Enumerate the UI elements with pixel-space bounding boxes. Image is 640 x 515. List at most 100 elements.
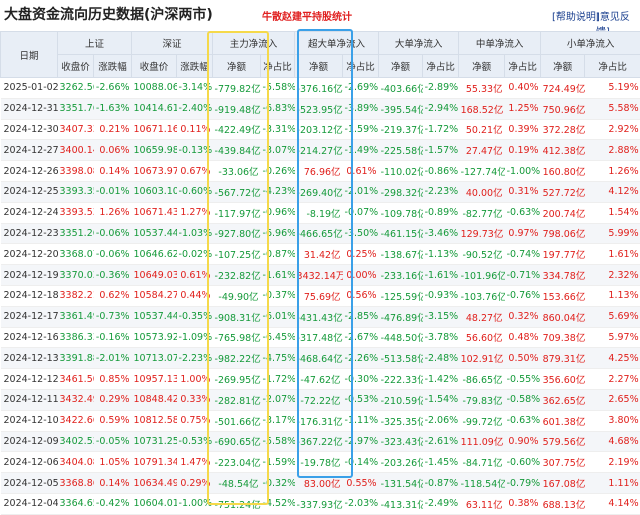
value-cell: 2.27% — [585, 369, 640, 390]
value-cell: -4.23% — [261, 181, 295, 202]
value-cell: 1.47% — [177, 452, 213, 473]
value-cell: -210.59亿 — [379, 389, 423, 410]
value-cell: -3.14% — [177, 78, 213, 99]
value-cell: -1.13% — [423, 244, 459, 265]
value-cell: -0.02% — [177, 244, 213, 265]
value-cell: 5.58% — [585, 98, 640, 119]
value-cell: -222.33亿 — [379, 369, 423, 390]
value-cell: -0.76% — [505, 285, 541, 306]
value-cell: -3.31% — [261, 119, 295, 140]
value-cell: 0.00% — [343, 265, 379, 286]
value-cell: 3351.26 — [58, 223, 94, 244]
value-cell: 0.75% — [177, 410, 213, 431]
title-bar: 大盘资金流向历史数据(沪深两市) 牛散赵建平持股统计 [帮助说明] [意见反馈] — [0, 0, 640, 28]
value-cell: -0.93% — [423, 285, 459, 306]
data-row: 2024-12-193370.03-0.36%10649.030.61%-232… — [1, 265, 640, 286]
value-cell: 356.60亿 — [541, 369, 585, 390]
help-link[interactable]: [帮助说明] — [552, 8, 600, 23]
value-cell: 10731.25 — [132, 431, 177, 452]
value-cell: 3351.76 — [58, 98, 94, 119]
value-cell: 3368.86 — [58, 473, 94, 494]
value-cell: 55.33亿 — [459, 78, 505, 99]
value-cell: 40.00亿 — [459, 181, 505, 202]
value-cell: -461.15亿 — [379, 223, 423, 244]
value-cell: -176.31亿 — [295, 410, 343, 431]
value-cell: -117.97亿 — [213, 202, 261, 223]
value-cell: 2.32% — [585, 265, 640, 286]
value-cell: -4.52% — [261, 493, 295, 514]
value-cell: -1.72% — [423, 119, 459, 140]
value-cell: -2.40% — [177, 98, 213, 119]
value-cell: 10812.58 — [132, 410, 177, 431]
value-cell: 3461.50 — [58, 369, 94, 390]
group-header: 超大单净流入 — [295, 32, 379, 55]
value-cell: 10537.44 — [132, 306, 177, 327]
sub-header: 净占比 — [261, 55, 295, 78]
date-cell: 2024-12-17 — [1, 306, 58, 327]
value-cell: -0.89% — [423, 202, 459, 223]
value-cell: 3262.56 — [58, 78, 94, 99]
value-cell: -1.00% — [177, 493, 213, 514]
value-cell: -6.96% — [261, 223, 295, 244]
value-cell: 0.61% — [343, 161, 379, 182]
value-cell: 50.21亿 — [459, 119, 505, 140]
date-cell: 2024-12-27 — [1, 140, 58, 161]
value-cell: 5.19% — [585, 78, 640, 99]
value-cell: 10584.27 — [132, 285, 177, 306]
value-cell: -109.78亿 — [379, 202, 423, 223]
date-cell: 2024-12-18 — [1, 285, 58, 306]
date-cell: 2024-12-09 — [1, 431, 58, 452]
value-cell: 334.78亿 — [541, 265, 585, 286]
value-cell: 102.91亿 — [459, 348, 505, 369]
value-cell: 0.33% — [177, 389, 213, 410]
date-cell: 2024-12-23 — [1, 223, 58, 244]
page-title: 大盘资金流向历史数据(沪深两市) — [4, 4, 213, 24]
date-cell: 2024-12-05 — [1, 473, 58, 494]
value-cell: -2.49% — [423, 493, 459, 514]
value-cell: -501.66亿 — [213, 410, 261, 431]
fund-flow-table: 日期上证深证主力净流入超大单净流入大单净流入中单净流入小单净流入收盘价涨跌幅收盘… — [0, 31, 640, 515]
promo-link[interactable]: 牛散赵建平持股统计 — [262, 8, 352, 23]
value-cell: -325.35亿 — [379, 410, 423, 431]
value-cell: 0.32% — [505, 306, 541, 327]
value-cell: -1.00% — [505, 161, 541, 182]
value-cell: -2.07% — [261, 389, 295, 410]
value-cell: -3.46% — [423, 223, 459, 244]
value-cell: 48.27亿 — [459, 306, 505, 327]
value-cell: -2.06% — [423, 410, 459, 431]
value-cell: 10649.03 — [132, 265, 177, 286]
value-cell: 56.60亿 — [459, 327, 505, 348]
value-cell: -1.57% — [423, 140, 459, 161]
data-row: 2024-12-243393.531.26%10671.431.27%-117.… — [1, 202, 640, 223]
date-cell: 2024-12-12 — [1, 369, 58, 390]
value-cell: 10791.34 — [132, 452, 177, 473]
value-cell: -2.23% — [177, 348, 213, 369]
value-cell: 0.90% — [505, 431, 541, 452]
value-cell: 372.28亿 — [541, 119, 585, 140]
value-cell: 3432.49 — [58, 389, 94, 410]
value-cell: -8.19亿 — [295, 202, 343, 223]
value-cell: -2.66% — [94, 78, 132, 99]
value-cell: -0.37% — [261, 285, 295, 306]
value-cell: -1.59% — [343, 119, 379, 140]
value-cell: 111.09亿 — [459, 431, 505, 452]
value-cell: -0.26% — [261, 161, 295, 182]
value-cell: -0.58% — [505, 389, 541, 410]
value-cell: -1.03% — [177, 223, 213, 244]
value-cell: 0.44% — [177, 285, 213, 306]
value-cell: 3422.66 — [58, 410, 94, 431]
value-cell: 10671.43 — [132, 202, 177, 223]
group-header: 上证 — [58, 32, 132, 55]
value-cell: -3.78% — [423, 327, 459, 348]
group-header: 主力净流入 — [213, 32, 295, 55]
value-cell: 3391.88 — [58, 348, 94, 369]
data-row: 2024-12-133391.88-2.01%10713.07-2.23%-98… — [1, 348, 640, 369]
value-cell: 160.80亿 — [541, 161, 585, 182]
value-cell: 5.97% — [585, 327, 640, 348]
value-cell: 3432.14万 — [295, 265, 343, 286]
value-cell: 0.39% — [505, 119, 541, 140]
value-cell: 860.04亿 — [541, 306, 585, 327]
value-cell: 31.42亿 — [295, 244, 343, 265]
data-row: 2024-12-303407.330.21%10671.160.11%-422.… — [1, 119, 640, 140]
value-cell: -0.79% — [505, 473, 541, 494]
